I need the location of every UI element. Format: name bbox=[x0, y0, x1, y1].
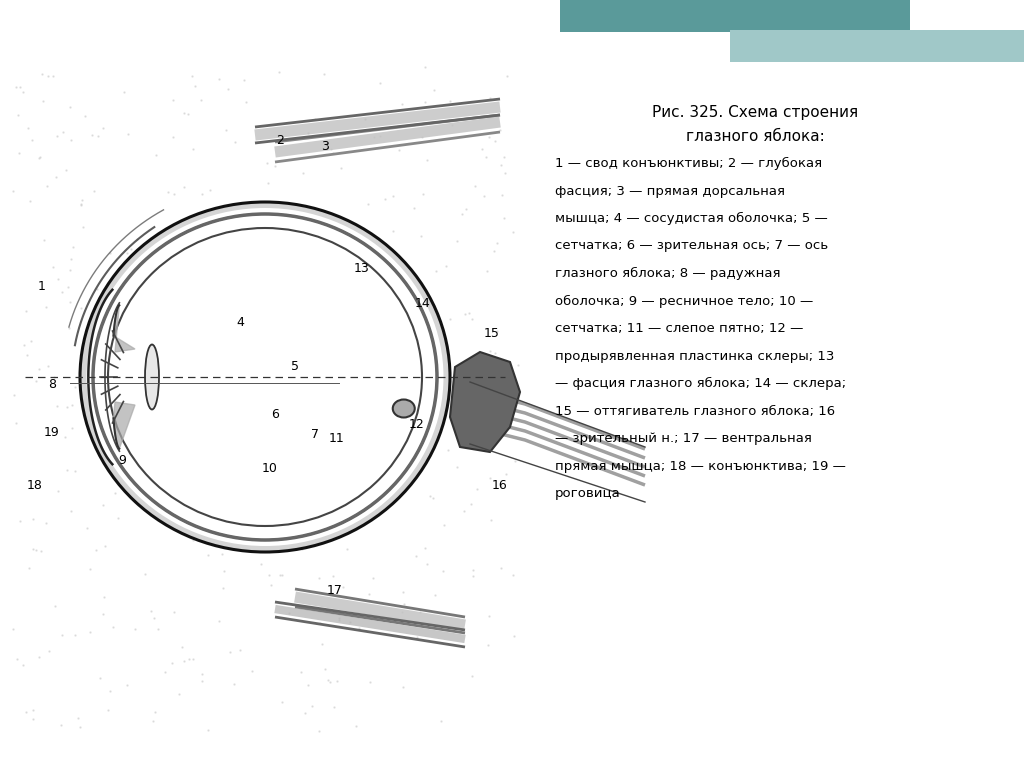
Text: продырявленная пластинка склеры; 13: продырявленная пластинка склеры; 13 bbox=[555, 350, 835, 363]
Text: 1 — свод конъюнктивы; 2 — глубокая: 1 — свод конъюнктивы; 2 — глубокая bbox=[555, 157, 822, 170]
Bar bbox=[560, 0, 910, 32]
Text: 16: 16 bbox=[493, 479, 508, 492]
Text: 1: 1 bbox=[38, 279, 46, 292]
Text: 7: 7 bbox=[311, 429, 319, 442]
Text: 12: 12 bbox=[409, 419, 425, 432]
Ellipse shape bbox=[86, 208, 443, 546]
Text: 18: 18 bbox=[27, 479, 43, 492]
Polygon shape bbox=[114, 402, 135, 449]
Text: сетчатка; 6 — зрительная ось; 7 — ось: сетчатка; 6 — зрительная ось; 7 — ось bbox=[555, 239, 828, 252]
Text: глазного яблока; 8 — радужная: глазного яблока; 8 — радужная bbox=[555, 267, 780, 280]
Polygon shape bbox=[450, 352, 520, 452]
Text: 17: 17 bbox=[327, 584, 343, 597]
Text: 15 — оттягиватель глазного яблока; 16: 15 — оттягиватель глазного яблока; 16 bbox=[555, 404, 836, 417]
Text: сетчатка; 11 — слепое пятно; 12 —: сетчатка; 11 — слепое пятно; 12 — bbox=[555, 322, 804, 335]
Text: фасция; 3 — прямая дорсальная: фасция; 3 — прямая дорсальная bbox=[555, 185, 785, 197]
Ellipse shape bbox=[80, 202, 450, 552]
Text: 9: 9 bbox=[118, 455, 126, 468]
Text: 4: 4 bbox=[237, 315, 244, 328]
Text: 11: 11 bbox=[329, 433, 345, 446]
Text: 8: 8 bbox=[48, 378, 56, 391]
Text: 14: 14 bbox=[415, 297, 430, 310]
Ellipse shape bbox=[393, 400, 415, 417]
Text: роговица: роговица bbox=[555, 487, 621, 500]
Text: 10: 10 bbox=[262, 462, 278, 475]
Bar bbox=[730, 30, 1024, 62]
Text: 13: 13 bbox=[353, 262, 369, 275]
Polygon shape bbox=[114, 305, 135, 352]
Text: — зрительный н.; 17 — вентральная: — зрительный н.; 17 — вентральная bbox=[555, 432, 812, 445]
Text: прямая мышца; 18 — конъюнктива; 19 —: прямая мышца; 18 — конъюнктива; 19 — bbox=[555, 459, 846, 472]
Ellipse shape bbox=[145, 344, 159, 410]
Text: глазного яблока:: глазного яблока: bbox=[686, 129, 824, 144]
Text: 2: 2 bbox=[276, 133, 284, 146]
Text: 5: 5 bbox=[291, 360, 299, 374]
Ellipse shape bbox=[127, 242, 413, 512]
Text: — фасция глазного яблока; 14 — склера;: — фасция глазного яблока; 14 — склера; bbox=[555, 377, 846, 390]
Text: мышца; 4 — сосудистая оболочка; 5 —: мышца; 4 — сосудистая оболочка; 5 — bbox=[555, 212, 827, 225]
Text: Рис. 325. Схема строения: Рис. 325. Схема строения bbox=[652, 105, 858, 120]
Text: 19: 19 bbox=[44, 426, 59, 439]
Text: 15: 15 bbox=[484, 327, 500, 340]
Text: 6: 6 bbox=[271, 409, 279, 422]
Text: 3: 3 bbox=[322, 140, 329, 153]
Text: оболочка; 9 — ресничное тело; 10 —: оболочка; 9 — ресничное тело; 10 — bbox=[555, 295, 813, 308]
